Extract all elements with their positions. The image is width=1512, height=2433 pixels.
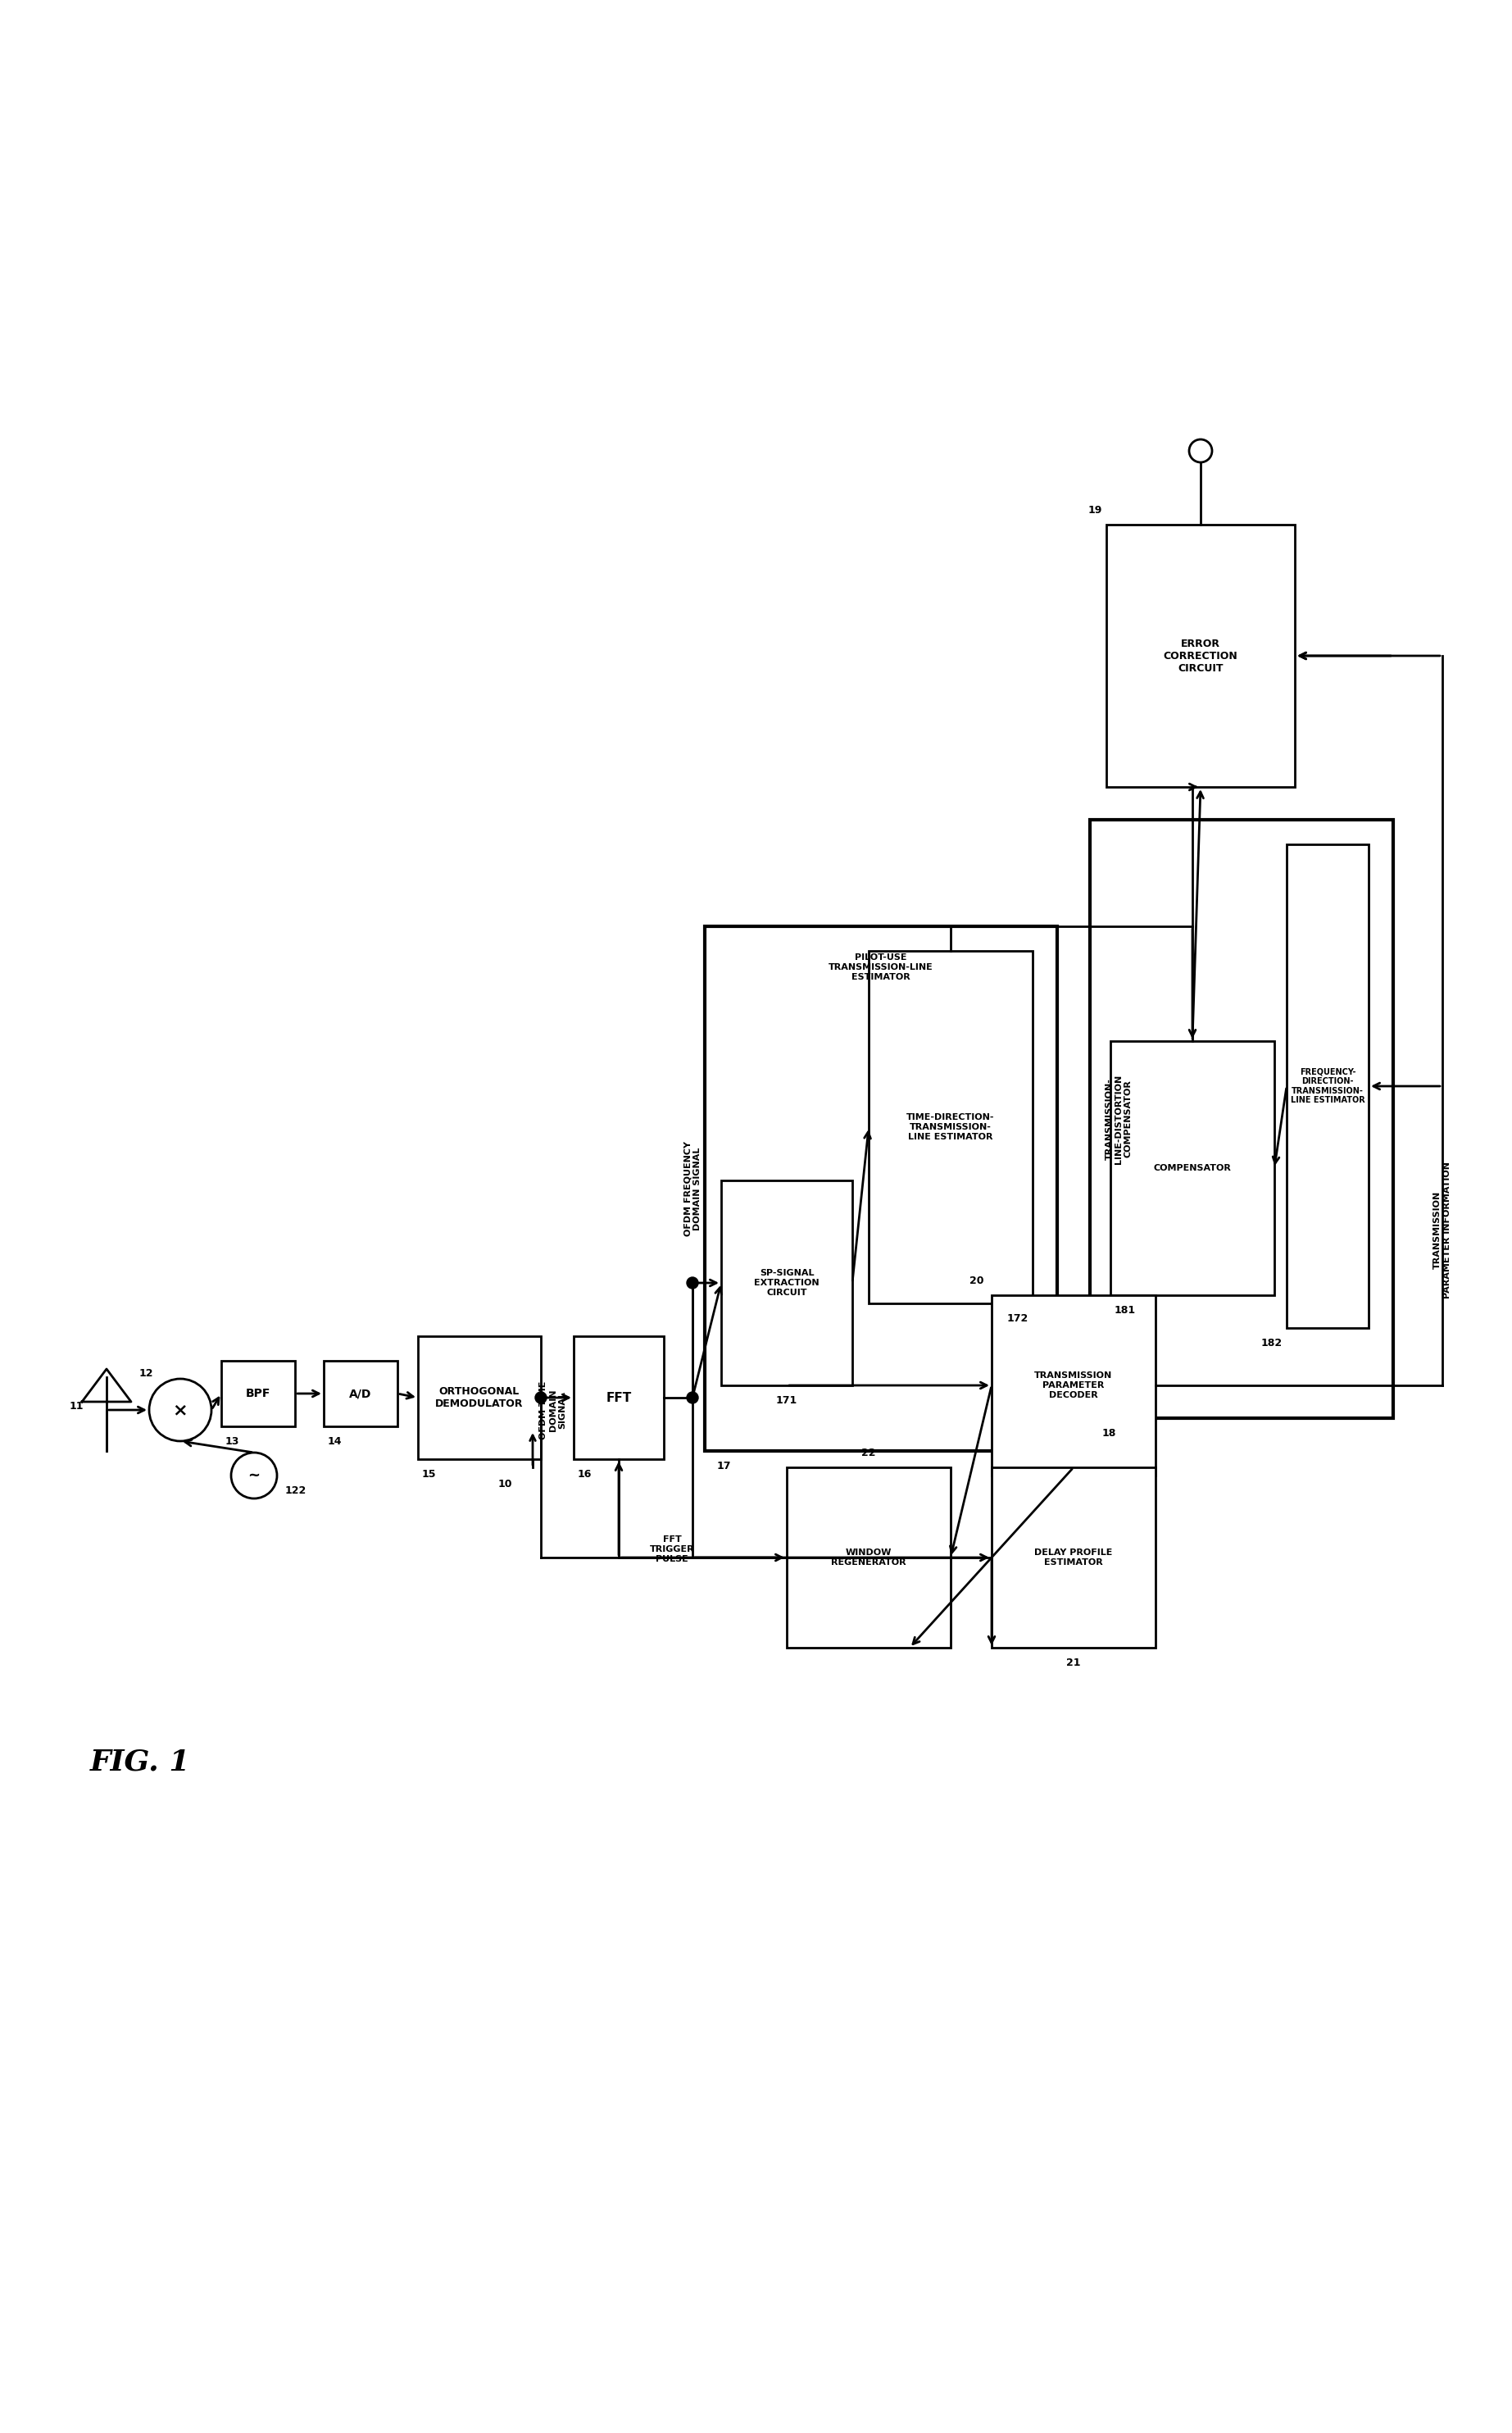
Text: WINDOW
REGENERATOR: WINDOW REGENERATOR	[832, 1550, 906, 1567]
Text: FFT: FFT	[606, 1392, 632, 1404]
Text: ~: ~	[248, 1467, 260, 1484]
Bar	[324, 1360, 398, 1426]
Bar	[1110, 1041, 1275, 1294]
Text: TRANSMISSION
PARAMETER
DECODER: TRANSMISSION PARAMETER DECODER	[1034, 1372, 1113, 1399]
Bar	[1107, 526, 1294, 786]
Circle shape	[231, 1453, 277, 1499]
Text: 182: 182	[1261, 1338, 1282, 1348]
Text: TRANSMISSION
PARAMETER INFORMATION: TRANSMISSION PARAMETER INFORMATION	[1433, 1161, 1452, 1299]
Circle shape	[686, 1392, 699, 1404]
Text: 21: 21	[1066, 1657, 1081, 1667]
Text: DELAY PROFILE
ESTIMATOR: DELAY PROFILE ESTIMATOR	[1034, 1550, 1113, 1567]
Text: 22: 22	[862, 1448, 875, 1457]
Circle shape	[150, 1380, 212, 1440]
Circle shape	[535, 1392, 547, 1404]
Text: 10: 10	[497, 1479, 513, 1489]
Text: TIME-DIRECTION-
TRANSMISSION-
LINE ESTIMATOR: TIME-DIRECTION- TRANSMISSION- LINE ESTIM…	[907, 1114, 995, 1141]
Text: 17: 17	[717, 1460, 732, 1472]
Text: 172: 172	[1007, 1314, 1028, 1324]
Text: FIG. 1: FIG. 1	[91, 1749, 191, 1776]
Bar	[992, 1294, 1155, 1474]
Bar	[786, 1467, 951, 1647]
Circle shape	[1188, 440, 1213, 462]
Bar	[573, 1336, 664, 1460]
Text: COMPENSATOR: COMPENSATOR	[1154, 1163, 1231, 1173]
Text: ERROR
CORRECTION
CIRCUIT: ERROR CORRECTION CIRCUIT	[1163, 637, 1238, 674]
Bar	[705, 927, 1057, 1450]
Text: 12: 12	[139, 1367, 154, 1380]
Text: 122: 122	[286, 1484, 307, 1496]
Text: 11: 11	[70, 1401, 85, 1411]
Bar	[221, 1360, 295, 1426]
Bar	[1090, 820, 1393, 1418]
Text: SP-SIGNAL
EXTRACTION
CIRCUIT: SP-SIGNAL EXTRACTION CIRCUIT	[754, 1270, 820, 1297]
Text: OFDM FREQUENCY
DOMAIN SIGNAL: OFDM FREQUENCY DOMAIN SIGNAL	[683, 1141, 702, 1236]
Text: 15: 15	[422, 1470, 437, 1479]
Text: OFDM TIME
DOMAIN
SIGNAL: OFDM TIME DOMAIN SIGNAL	[540, 1380, 567, 1440]
Text: A/D: A/D	[349, 1387, 372, 1399]
Bar	[869, 951, 1033, 1304]
Text: 181: 181	[1114, 1304, 1136, 1316]
Text: ORTHOGONAL
DEMODULATOR: ORTHOGONAL DEMODULATOR	[435, 1387, 523, 1409]
Text: 20: 20	[969, 1275, 983, 1285]
Text: PILOT-USE
TRANSMISSION-LINE
ESTIMATOR: PILOT-USE TRANSMISSION-LINE ESTIMATOR	[829, 954, 933, 980]
Text: 18: 18	[1102, 1428, 1116, 1438]
Circle shape	[686, 1277, 699, 1289]
Text: 171: 171	[776, 1394, 797, 1406]
Text: FFT
TRIGGER
PULSE: FFT TRIGGER PULSE	[650, 1535, 694, 1562]
Bar	[721, 1180, 853, 1384]
Text: 16: 16	[578, 1470, 593, 1479]
Text: 13: 13	[225, 1435, 239, 1448]
Bar	[1287, 844, 1368, 1328]
Text: 14: 14	[328, 1435, 342, 1448]
Text: BPF: BPF	[245, 1387, 271, 1399]
Text: ×: ×	[172, 1401, 187, 1418]
Bar	[417, 1336, 541, 1460]
Text: TRANSMISSION-
LINE-DISTORTION
COMPENSATOR: TRANSMISSION- LINE-DISTORTION COMPENSATO…	[1105, 1075, 1132, 1163]
Bar	[992, 1467, 1155, 1647]
Text: 19: 19	[1089, 504, 1102, 516]
Text: FREQUENCY-
DIRECTION-
TRANSMISSION-
LINE ESTIMATOR: FREQUENCY- DIRECTION- TRANSMISSION- LINE…	[1290, 1068, 1365, 1105]
